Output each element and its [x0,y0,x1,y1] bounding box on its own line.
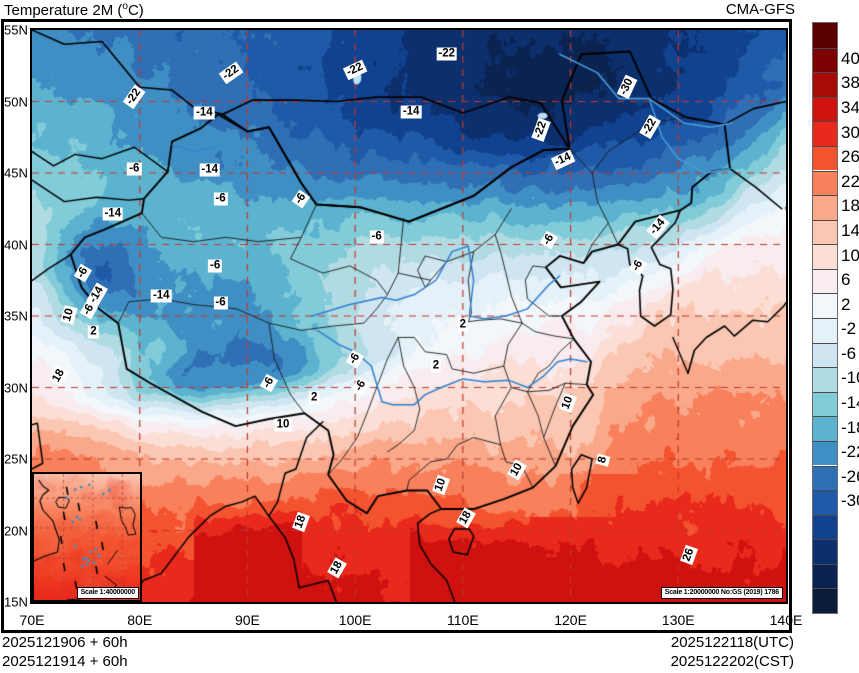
colorbar-tick-label: -26 [841,467,859,487]
contour-label: -6 [370,231,384,244]
footer-valid-line-1: 2025122118(UTC) [671,634,794,651]
contour-label: 2 [458,318,468,331]
colorbar-tick-label: -2 [841,319,856,339]
colorbar-segment [813,48,837,73]
colorbar-tick-label: 38 [841,73,859,93]
colorbar-tick-label: 6 [841,270,850,290]
colorbar[interactable] [812,22,838,614]
colorbar-segment [813,392,837,417]
map-frame: -22 -22 -22 -22 -30 -22 -22 -14 -14 -14 -14 -14 -14-… [1,19,792,633]
colorbar-segment [813,269,837,294]
colorbar-tick-label: 30 [841,123,859,143]
latitude-tick-label: 45N [4,166,28,181]
colorbar-segment [813,72,837,97]
colorbar-segment [813,220,837,245]
latitude-tick-label: 25N [4,452,28,467]
colorbar-tick-label: -6 [841,344,856,364]
colorbar-segment [813,343,837,368]
longitude-tick-label: 130E [662,612,695,628]
colorbar-segment [813,23,837,48]
colorbar-segment [813,515,837,540]
latitude-tick-label: 30N [4,380,28,395]
longitude-tick-label: 110E [447,612,479,628]
colorbar-segment [813,588,837,613]
model-label: CMA-GFS [726,1,795,18]
contour-label: -22 [436,48,457,61]
longitude-tick-label: 70E [20,612,45,628]
page-title-text: Temperature 2M ( [4,2,122,19]
contour-label: -6 [213,297,227,310]
contour-label: -14 [199,164,220,177]
contour-label: -14 [194,106,215,119]
latitude-tick-label: 50N [4,94,28,109]
contour-label: -14 [151,289,172,302]
weather-map-page: Temperature 2M (oC) CMA-GFS -22 -22 -22 -22… [0,0,859,673]
contour-label: -14 [102,208,123,221]
contour-label: 2 [309,391,319,404]
latitude-tick-label: 20N [4,523,28,538]
colorbar-tick-label: -18 [841,418,859,438]
contour-label: -14 [401,105,422,118]
colorbar-segment [813,97,837,122]
latitude-tick-label: 35N [4,309,28,324]
colorbar-tick-label: 22 [841,172,859,192]
colorbar-segment [813,121,837,146]
latitude-tick-label: 40N [4,237,28,252]
colorbar-tick-label: 40 [841,49,859,69]
colorbar-segment [813,466,837,491]
main-scale-note: Scale 1:20000000 No:GS (2019) 1786 [661,587,783,599]
colorbar-segment [813,244,837,269]
longitude-tick-label: 80E [127,612,152,628]
latitude-tick-label: 55N [4,23,28,38]
colorbar-tick-label: -30 [841,491,859,511]
longitude-tick-label: 90E [235,612,260,628]
footer-valid-line-2: 2025122202(CST) [671,653,794,670]
colorbar-segment [813,564,837,589]
contour-label: 10 [275,418,292,431]
page-title: Temperature 2M (oC) [4,1,144,19]
colorbar-tick-label: 2 [841,295,850,315]
footer-init-line-1: 2025121906 + 60h [2,634,128,651]
colorbar-segment [813,171,837,196]
colorbar-segment [813,539,837,564]
contour-label: 2 [431,360,441,373]
colorbar-segment [813,318,837,343]
contour-label: -6 [213,192,227,205]
colorbar-tick-label: 26 [841,147,859,167]
colorbar-segment [813,416,837,441]
colorbar-segment [813,146,837,171]
colorbar-segment [813,367,837,392]
contour-label: -6 [127,162,141,175]
contour-label: -6 [208,259,222,272]
colorbar-tick-label: 14 [841,221,859,241]
colorbar-tick-label: 10 [841,246,859,266]
latitude-tick-label: 15N [4,595,28,610]
longitude-tick-label: 100E [339,612,372,628]
colorbar-tick-label: -14 [841,393,859,413]
colorbar-segment [813,195,837,220]
colorbar-tick-label: -22 [841,442,859,462]
longitude-tick-label: 120E [554,612,587,628]
page-title-unit: C) [128,2,144,19]
longitude-tick-label: 140E [770,612,803,628]
footer-init-line-2: 2025121914 + 60h [2,653,128,670]
contour-label: 2 [88,325,98,338]
inset-scale-note: Scale 1:40000000 [77,587,139,599]
inset-map-south-china-sea[interactable]: Scale 1:40000000 [32,472,142,602]
colorbar-segment [813,293,837,318]
colorbar-segment [813,490,837,515]
colorbar-segment [813,441,837,466]
colorbar-tick-label: 18 [841,196,859,216]
colorbar-tick-label: 34 [841,98,859,118]
colorbar-tick-label: -10 [841,368,859,388]
map-plot-area[interactable]: -22 -22 -22 -22 -30 -22 -22 -14 -14 -14 -14 -14 -14-… [30,28,788,604]
inset-map-canvas [34,474,140,600]
